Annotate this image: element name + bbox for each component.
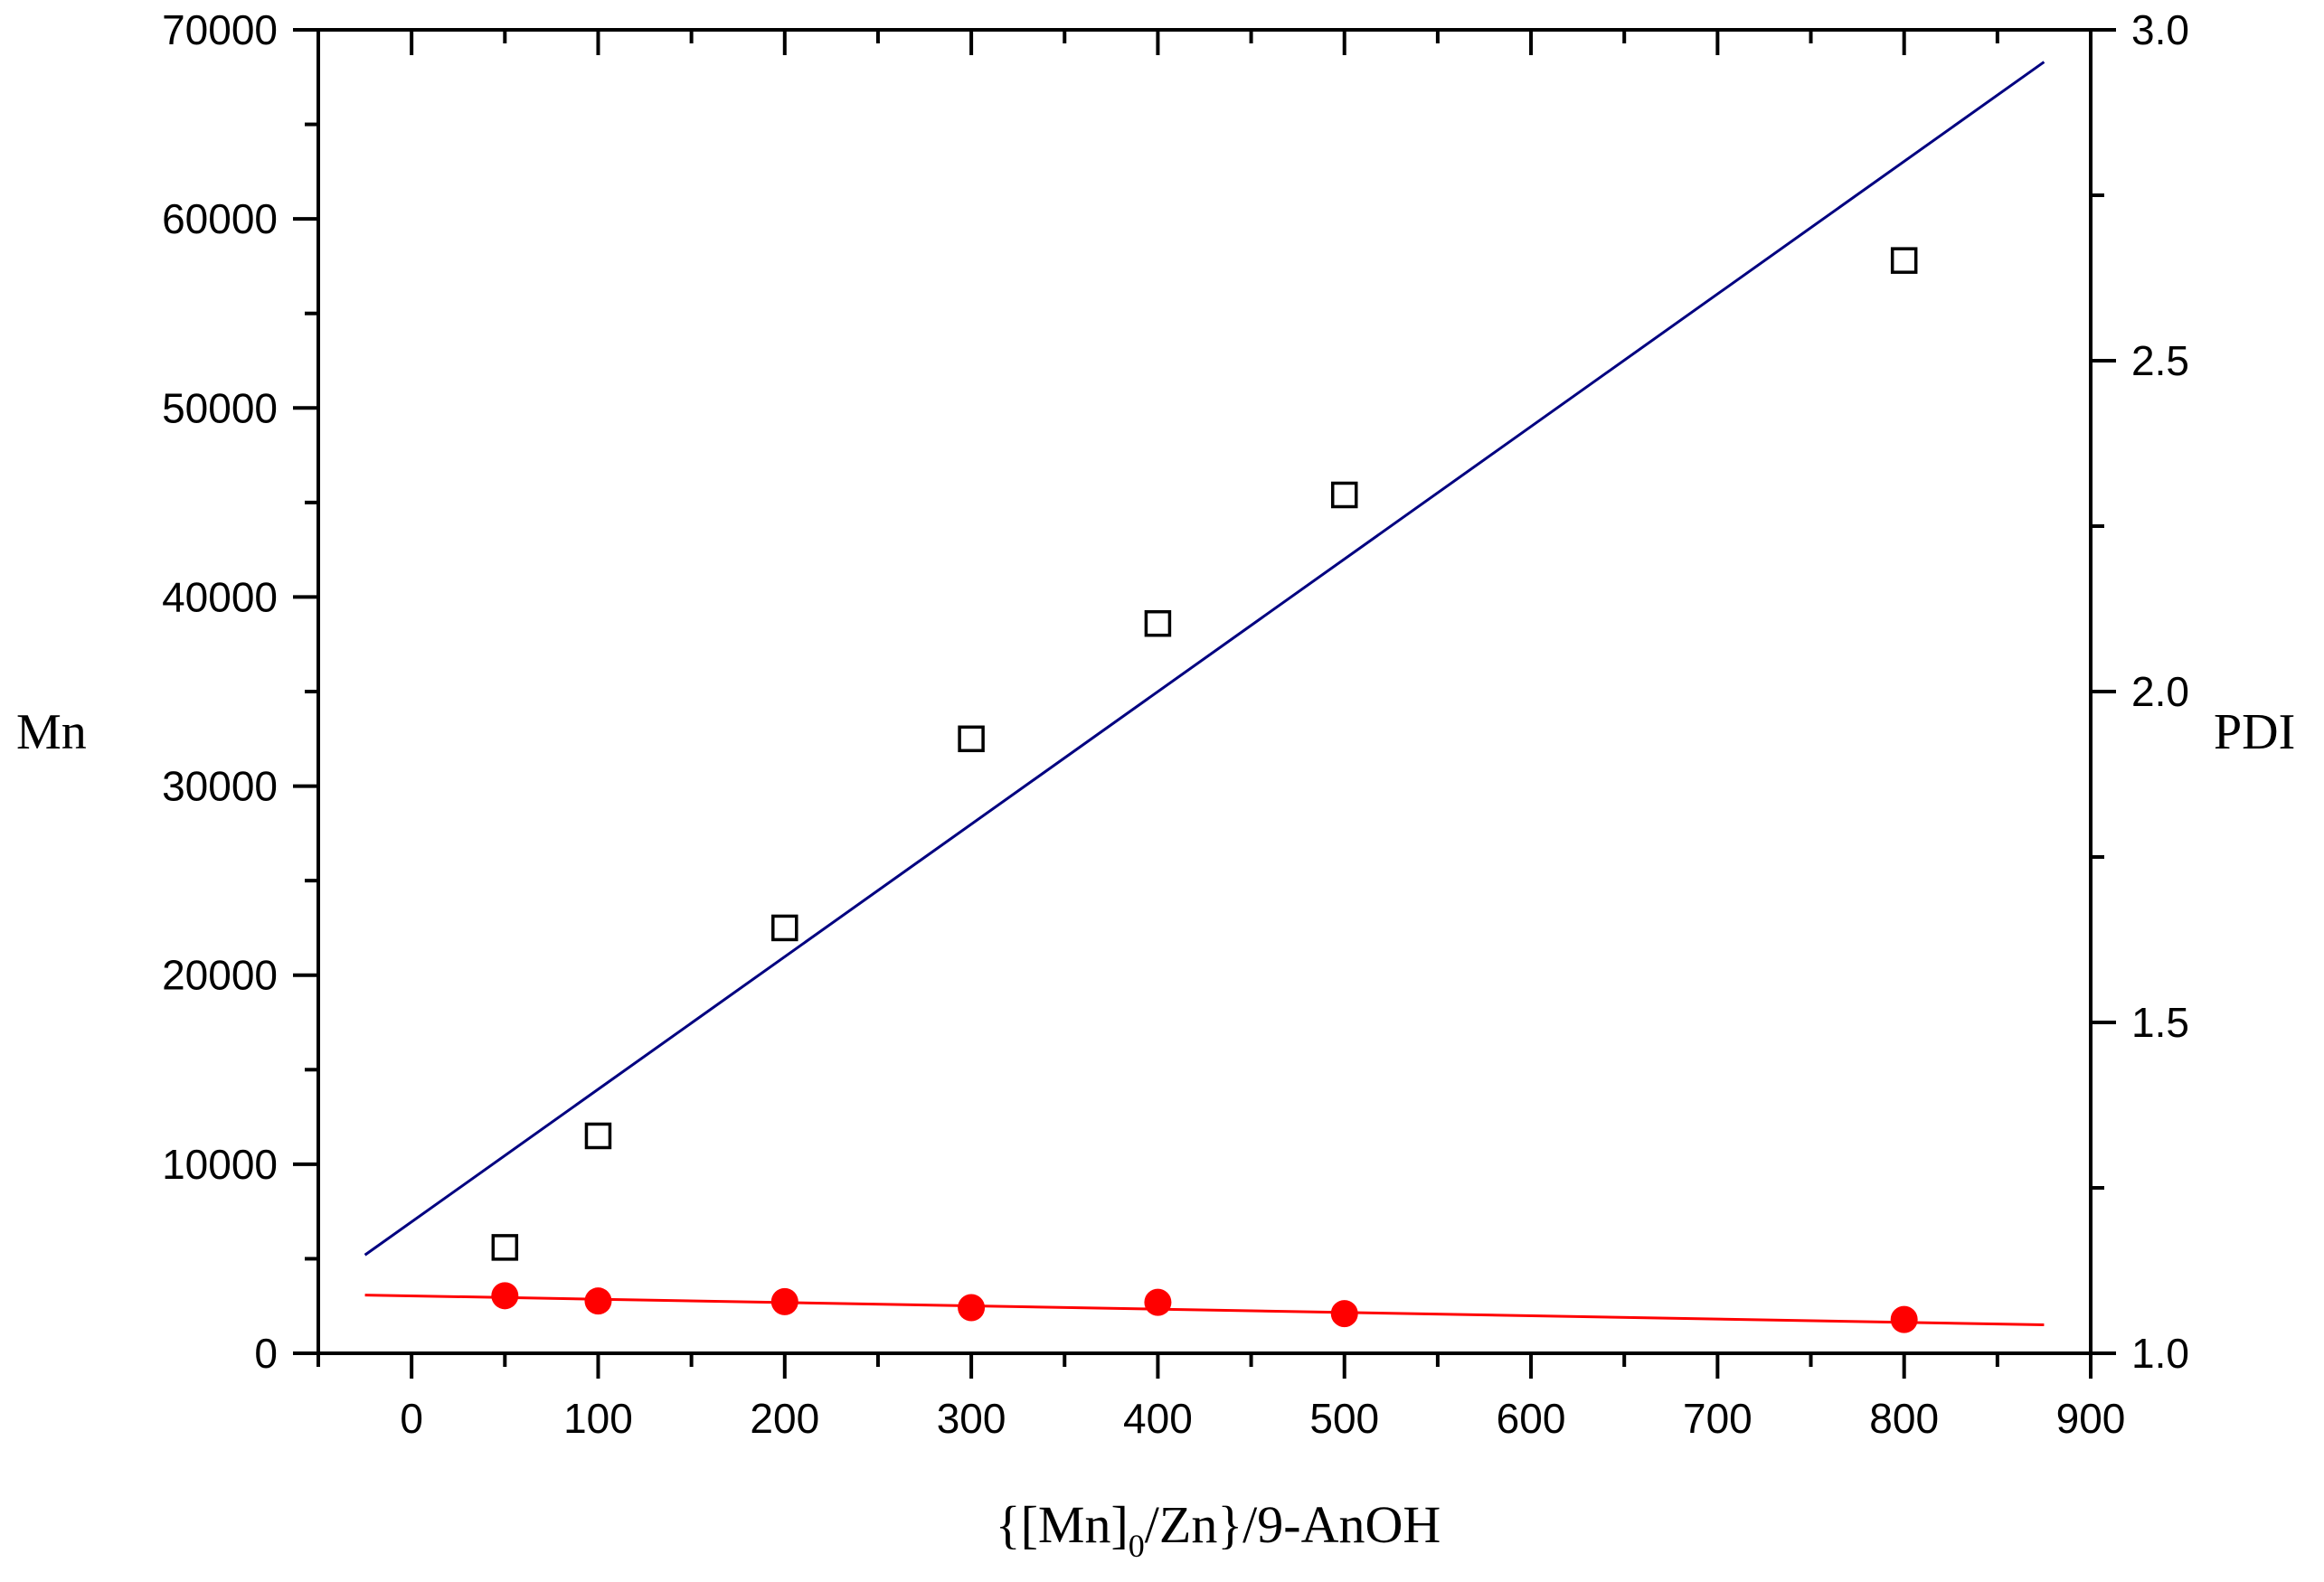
pdi-data-point [1144, 1288, 1172, 1316]
y-left-tick-label: 60000 [162, 195, 278, 242]
x-axis-title-prefix: {[Mn] [996, 1495, 1129, 1554]
mn-data-point [958, 725, 985, 753]
pdi-data-point [491, 1282, 519, 1310]
y-left-tick-label: 70000 [162, 6, 278, 53]
x-tick-label: 700 [1683, 1395, 1752, 1442]
y-left-tick-label: 40000 [162, 573, 278, 620]
y-right-tick-label: 1.0 [2131, 1330, 2189, 1377]
mn-data-point [771, 914, 798, 942]
pdi-fit-line [364, 1294, 2045, 1327]
mn-data-point [1144, 609, 1172, 637]
y-left-tick-label: 10000 [162, 1141, 278, 1188]
y-left-axis-title: Mn [16, 704, 87, 760]
plot-frame [316, 28, 2093, 1355]
y-left-tick-label: 50000 [162, 384, 278, 431]
y-right-axis-title: PDI [2214, 704, 2295, 760]
mn-data-point [584, 1122, 612, 1150]
pdi-data-point [770, 1287, 798, 1315]
y-left-tick-label: 30000 [162, 763, 278, 810]
y-right-tick-label: 2.5 [2131, 337, 2189, 384]
x-tick-label: 300 [937, 1395, 1006, 1442]
y-left-tick-label: 20000 [162, 952, 278, 999]
pdi-data-point [584, 1287, 612, 1315]
mn-data-point [1330, 481, 1358, 509]
x-axis-title: {[Mn]0/Zn}/9-AnOH [996, 1495, 1441, 1564]
mn-fit-line [364, 61, 2045, 1257]
pdi-data-point [1330, 1300, 1358, 1328]
x-tick-label: 200 [750, 1395, 819, 1442]
y-right-tick-label: 3.0 [2131, 6, 2189, 53]
y-right-tick-label: 1.5 [2131, 999, 2189, 1046]
mn-data-point [491, 1234, 519, 1261]
mn-data-point [1890, 247, 1918, 274]
pdi-data-point [958, 1294, 986, 1322]
x-axis-title-suffix: /Zn}/9-AnOH [1145, 1495, 1441, 1554]
x-tick-label: 600 [1497, 1395, 1566, 1442]
x-tick-label: 900 [2056, 1395, 2126, 1442]
x-tick-label: 100 [563, 1395, 633, 1442]
x-tick-label: 800 [1869, 1395, 1939, 1442]
x-axis-title-subscript: 0 [1129, 1528, 1145, 1564]
x-tick-label: 500 [1309, 1395, 1379, 1442]
y-right-tick-label: 2.0 [2131, 668, 2189, 715]
x-tick-label: 400 [1123, 1395, 1193, 1442]
pdi-data-point [1890, 1305, 1918, 1333]
x-tick-label: 0 [400, 1395, 423, 1442]
y-left-tick-label: 0 [254, 1330, 278, 1377]
